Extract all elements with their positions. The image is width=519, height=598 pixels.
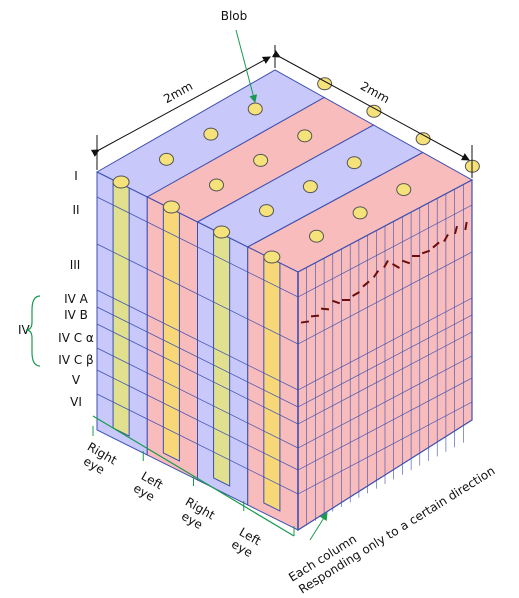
blob-arrow — [235, 29, 258, 103]
blob — [162, 200, 180, 214]
blob — [302, 180, 318, 194]
blob — [159, 152, 174, 166]
orientation-dash — [421, 249, 431, 255]
orientation-dash — [383, 260, 389, 268]
blob-column — [162, 204, 180, 462]
blob — [213, 225, 231, 239]
orientation-dash — [352, 291, 360, 297]
blob-column — [263, 254, 281, 512]
orientation-dash — [300, 320, 310, 324]
orientation-dash — [392, 263, 400, 269]
blob-label: Blob — [221, 9, 248, 23]
blob — [259, 204, 274, 218]
blob — [297, 129, 313, 143]
layer-label: IV A — [64, 292, 89, 306]
blob — [112, 175, 130, 189]
layer-label: V — [72, 373, 81, 387]
orientation-dash — [464, 221, 468, 231]
blob — [352, 206, 368, 220]
layer-label: II — [72, 203, 79, 217]
layer-label: I — [74, 169, 78, 183]
orientation-dash — [453, 225, 459, 235]
column-arrow — [309, 512, 328, 541]
orientation-dash — [310, 314, 320, 318]
cube — [90, 29, 480, 541]
blob — [346, 156, 362, 170]
blob — [203, 127, 219, 141]
orientation-dash — [372, 270, 380, 278]
layer-label: VI — [70, 395, 82, 409]
layer-group-label: IV — [18, 323, 31, 337]
blob — [247, 102, 263, 116]
orientation-dash — [320, 307, 330, 311]
orientation-dash — [432, 241, 440, 249]
layer-label: IV C β — [58, 353, 93, 367]
blob — [253, 153, 269, 167]
orientation-dash — [362, 280, 370, 288]
blob — [263, 250, 281, 264]
dimension-label: 2mm — [161, 79, 195, 106]
dimension-arrow — [271, 50, 470, 161]
blob — [309, 229, 324, 243]
blob — [396, 183, 412, 197]
blob-column — [213, 229, 231, 487]
layer-label: III — [70, 258, 81, 272]
layer-brace — [25, 295, 41, 367]
layer-label: IV C α — [58, 331, 94, 345]
blob-column — [112, 179, 130, 437]
orientation-dash — [401, 259, 411, 265]
layer-label: IV B — [64, 308, 88, 322]
blob — [209, 178, 224, 192]
dimension-arrow — [90, 56, 271, 157]
orientation-dash — [443, 234, 449, 242]
orientation-dash — [331, 299, 341, 305]
